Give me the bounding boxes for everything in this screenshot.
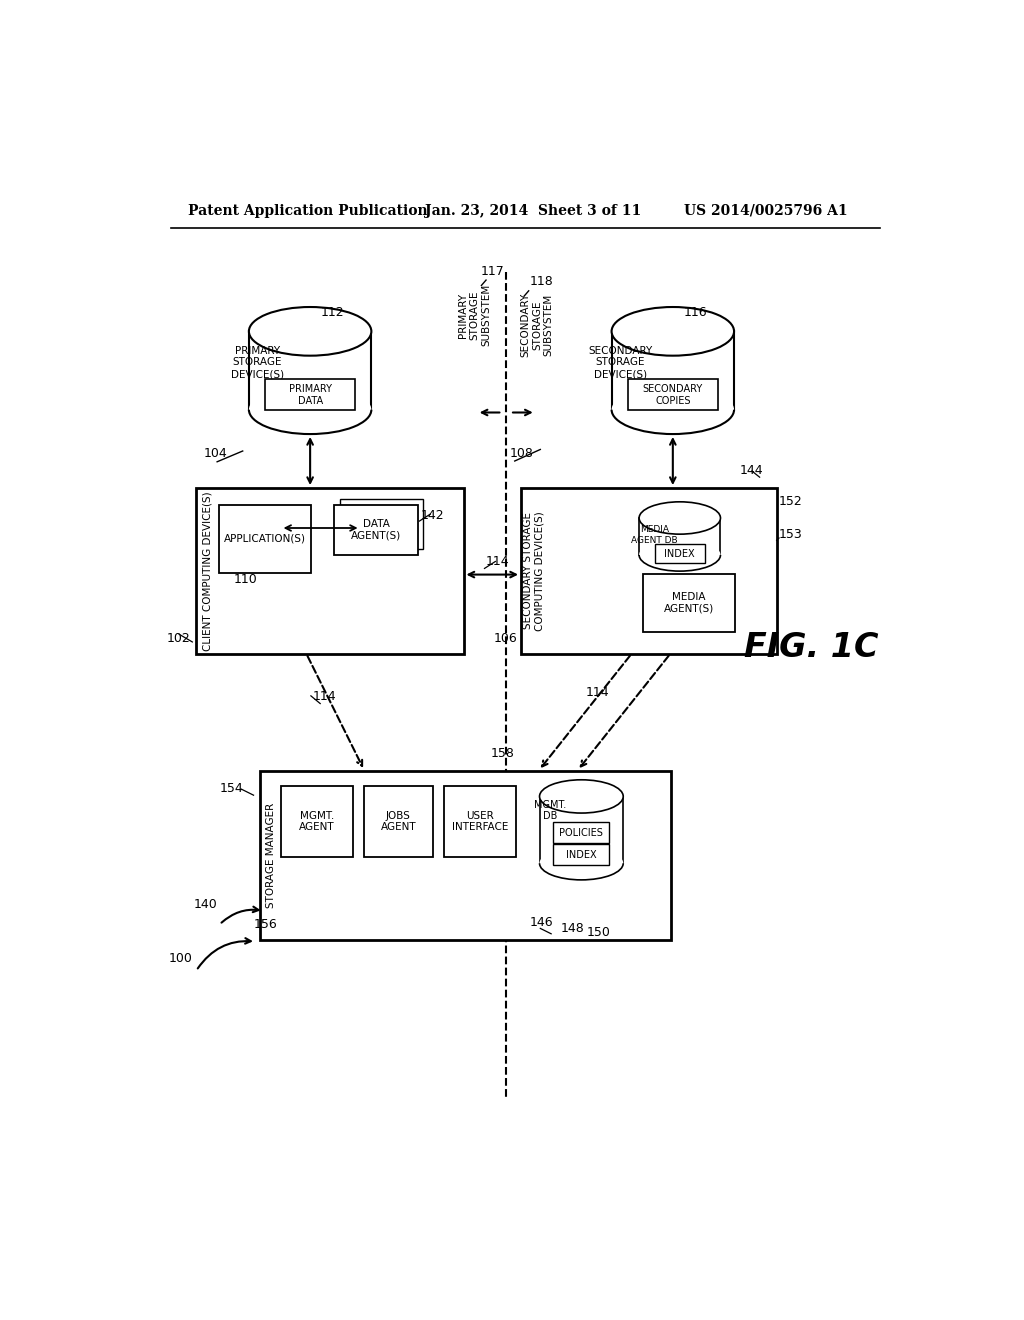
Text: 142: 142	[420, 508, 443, 521]
Text: APPLICATION(S): APPLICATION(S)	[224, 533, 306, 544]
Bar	[628, 379, 718, 411]
Text: 150: 150	[587, 927, 610, 939]
Text: 140: 140	[194, 898, 218, 911]
Text: Jan. 23, 2014  Sheet 3 of 11: Jan. 23, 2014 Sheet 3 of 11	[425, 203, 641, 218]
Text: Patent Application Publication: Patent Application Publication	[188, 203, 428, 218]
Text: 158: 158	[490, 747, 515, 760]
Text: SECONDARY
COPIES: SECONDARY COPIES	[643, 384, 702, 405]
Text: JOBS
AGENT: JOBS AGENT	[381, 810, 417, 832]
Ellipse shape	[639, 539, 721, 572]
Text: SECONDARY STORAGE
COMPUTING DEVICE(S): SECONDARY STORAGE COMPUTING DEVICE(S)	[522, 511, 544, 631]
Bar	[643, 574, 735, 632]
Ellipse shape	[540, 846, 624, 880]
Text: 146: 146	[529, 916, 553, 929]
Ellipse shape	[540, 780, 624, 813]
Text: POLICIES: POLICIES	[559, 828, 603, 837]
Text: MEDIA
AGENT(S): MEDIA AGENT(S)	[664, 593, 714, 614]
Text: INDEX: INDEX	[665, 549, 695, 558]
Text: FIG. 1C: FIG. 1C	[744, 631, 879, 664]
Bar	[197, 488, 464, 653]
Text: 114: 114	[586, 686, 609, 698]
Text: 144: 144	[739, 465, 763, 477]
Bar	[611, 331, 734, 409]
Text: 152: 152	[779, 495, 803, 508]
Text: 118: 118	[529, 276, 553, 289]
Text: 114: 114	[486, 554, 510, 568]
Bar	[654, 544, 705, 564]
Text: STORAGE MANAGER: STORAGE MANAGER	[265, 803, 275, 908]
Bar	[265, 379, 355, 411]
Bar	[444, 785, 515, 857]
Ellipse shape	[249, 308, 372, 355]
Bar	[639, 517, 721, 554]
Text: PRIMARY
STORAGE
SUBSYSTEM: PRIMARY STORAGE SUBSYSTEM	[458, 284, 492, 346]
Bar	[540, 796, 624, 863]
Bar	[365, 785, 432, 857]
Text: 112: 112	[321, 306, 345, 319]
Ellipse shape	[611, 308, 734, 355]
Text: US 2014/0025796 A1: US 2014/0025796 A1	[684, 203, 848, 218]
Text: 154: 154	[219, 783, 244, 795]
Text: 117: 117	[480, 265, 505, 279]
Text: PRIMARY
DATA: PRIMARY DATA	[289, 384, 332, 405]
Text: 106: 106	[494, 632, 517, 645]
Text: 116: 116	[684, 306, 708, 319]
Text: 104: 104	[203, 447, 227, 461]
Bar	[249, 331, 372, 409]
Text: 108: 108	[509, 447, 534, 461]
Text: MGMT.
AGENT: MGMT. AGENT	[299, 810, 335, 832]
Text: SECONDARY
STORAGE
DEVICE(S): SECONDARY STORAGE DEVICE(S)	[588, 346, 652, 379]
Bar	[260, 771, 671, 940]
Text: 148: 148	[560, 923, 585, 936]
Text: MEDIA
AGENT DB: MEDIA AGENT DB	[631, 525, 678, 545]
Bar	[282, 785, 352, 857]
Text: 100: 100	[168, 952, 193, 965]
Text: SECONDARY
STORAGE
SUBSYSTEM: SECONDARY STORAGE SUBSYSTEM	[520, 293, 554, 358]
Bar	[554, 822, 609, 843]
Bar	[334, 506, 418, 554]
Text: DATA
AGENT(S): DATA AGENT(S)	[351, 519, 401, 541]
Text: PRIMARY
STORAGE
DEVICE(S): PRIMARY STORAGE DEVICE(S)	[230, 346, 284, 379]
Text: 156: 156	[254, 919, 278, 932]
Text: INDEX: INDEX	[566, 850, 597, 859]
Text: USER
INTERFACE: USER INTERFACE	[452, 810, 508, 832]
Bar	[521, 488, 776, 653]
Ellipse shape	[249, 385, 372, 434]
Text: 153: 153	[779, 528, 803, 541]
Text: 102: 102	[167, 632, 190, 645]
Bar	[340, 499, 423, 549]
Bar	[554, 845, 609, 866]
Ellipse shape	[611, 385, 734, 434]
Ellipse shape	[639, 502, 721, 535]
Text: 110: 110	[233, 573, 257, 586]
Bar	[219, 506, 311, 573]
Text: MGMT.
DB: MGMT. DB	[535, 800, 566, 821]
Text: CLIENT COMPUTING DEVICE(S): CLIENT COMPUTING DEVICE(S)	[202, 491, 212, 651]
Text: 114: 114	[312, 690, 336, 702]
